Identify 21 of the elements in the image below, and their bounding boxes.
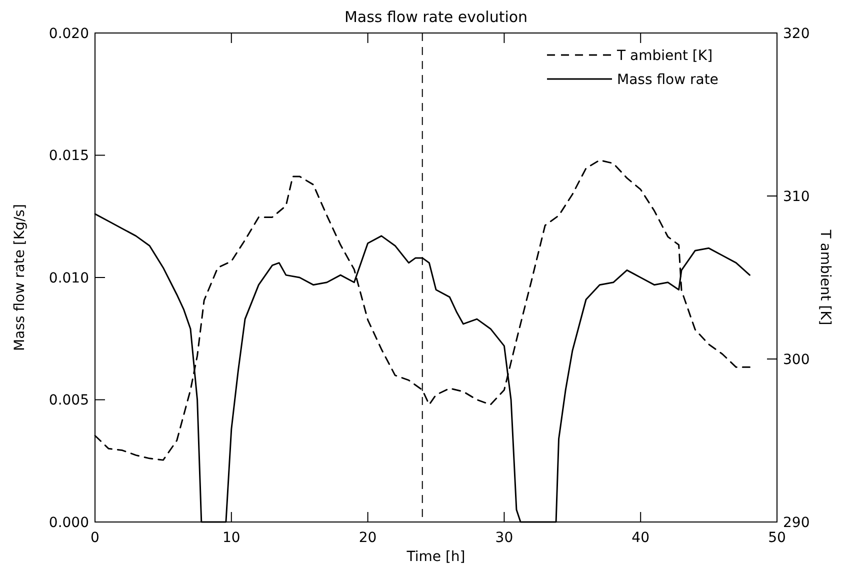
x-axis-title: Time [h] <box>406 549 466 565</box>
y-tick-label: 0.000 <box>48 514 89 531</box>
legend-label: Mass flow rate <box>617 72 718 88</box>
chart-title: Mass flow rate evolution <box>344 8 528 26</box>
legend-label: T ambient [K] <box>616 48 713 64</box>
x-tick-label: 50 <box>768 530 786 546</box>
x-tick-label: 30 <box>495 530 514 546</box>
y-tick-label: 0.005 <box>48 392 89 409</box>
x-tick-label: 40 <box>632 530 650 546</box>
x-tick-label: 20 <box>358 530 377 546</box>
y-tick-label: 0.010 <box>48 270 89 286</box>
y2-tick-label: 290 <box>783 514 810 531</box>
y2-axis-title: T ambient [K] <box>817 228 833 326</box>
y2-tick-label: 320 <box>783 26 810 42</box>
y-axis-title: Mass flow rate [Kg/s] <box>12 204 28 351</box>
y-tick-label: 0.015 <box>48 148 89 164</box>
y-tick-label: 0.020 <box>48 26 89 42</box>
y2-tick-label: 310 <box>783 188 810 205</box>
x-tick-label: 0 <box>90 530 100 546</box>
x-tick-label: 10 <box>222 530 240 546</box>
y2-tick-label: 300 <box>783 352 810 368</box>
